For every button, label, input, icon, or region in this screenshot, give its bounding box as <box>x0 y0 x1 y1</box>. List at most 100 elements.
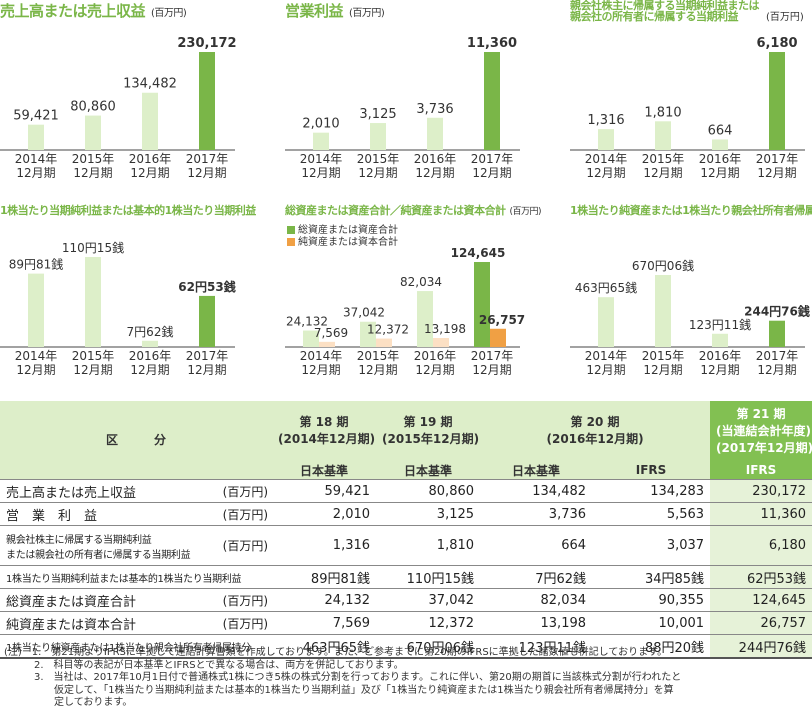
tick-label: 2014年 <box>300 152 343 166</box>
row-unit: (百万円) <box>196 502 273 526</box>
table-cell: 11,360 <box>710 502 812 526</box>
bar <box>417 291 433 347</box>
tick-label: 2014年 <box>300 349 343 363</box>
bar <box>360 321 376 347</box>
chart-title: 営業利益 (百万円) <box>285 2 385 20</box>
header-standard: 日本基準 <box>376 461 481 480</box>
data-label: 123円11銭 <box>689 317 751 332</box>
bar <box>490 328 506 347</box>
bar <box>376 338 392 347</box>
tick-label: 2015年 <box>357 152 400 166</box>
bar <box>474 262 490 347</box>
chart-legend: 総資産または資産合計 純資産または資本合計 <box>287 225 398 249</box>
table-cell: 110円15銭 <box>376 565 481 589</box>
row-label: 営 業 利 益 <box>0 502 196 526</box>
tick-label: 2014年 <box>15 349 58 363</box>
chart-svg: 1,3162014年12月期1,8102015年12月期6642016年12月期… <box>570 36 805 180</box>
bar <box>484 52 500 150</box>
tick-label: 2016年 <box>699 349 742 363</box>
footnote-line: 2. 科目等の表記が日本基準とIFRSとで異なる場合は、両方を併記しております。 <box>4 659 404 671</box>
header-standard: 日本基準 <box>480 461 593 480</box>
tick-label: 2015年 <box>357 349 400 363</box>
data-label: 670円06銭 <box>632 258 694 273</box>
tick-label: 2017年 <box>471 349 514 363</box>
chart-title: 1株当たり純資産または1株当たり親会社所有者帰属持分 <box>570 204 812 217</box>
tick-label: 12月期 <box>73 166 112 180</box>
tick-label: 12月期 <box>757 166 796 180</box>
row-label: 売上高または売上収益 <box>0 479 196 503</box>
bar <box>319 341 335 347</box>
bar <box>655 121 671 150</box>
tick-label: 12月期 <box>130 363 169 377</box>
data-label: 1,810 <box>644 105 681 120</box>
bar <box>303 330 319 347</box>
tick-label: 2017年 <box>756 349 799 363</box>
data-label: 124,645 <box>451 246 506 260</box>
tick-label: 12月期 <box>586 166 625 180</box>
header-standard: IFRS <box>710 461 812 480</box>
bar <box>370 123 386 150</box>
header-standard: IFRS <box>592 461 711 480</box>
chart-net-income: 親会社株主に帰属する当期純利益または 親会社の所有者に帰属する当期利益 (百万円… <box>570 0 812 190</box>
chart-svg: 2,0102014年12月期3,1252015年12月期3,7362016年12… <box>285 36 520 180</box>
table-cell: 59,421 <box>272 479 377 503</box>
data-label: 2,010 <box>302 117 339 132</box>
tick-label: 2014年 <box>15 152 58 166</box>
table-cell: 1,810 <box>376 525 481 566</box>
tick-label: 12月期 <box>586 363 625 377</box>
table-row: 1株当たり当期純利益または基本的1株当たり当期利益 89円81銭 110円15銭 7円… <box>0 565 812 589</box>
row-unit: (百万円) <box>196 525 273 566</box>
data-label: 463円65銭 <box>575 280 637 295</box>
tick-label: 12月期 <box>358 166 397 180</box>
tick-label: 12月期 <box>415 363 454 377</box>
table-cell: 90,355 <box>592 588 711 612</box>
data-label: 110円15銭 <box>62 240 124 255</box>
row-label: 純資産または資本合計 <box>0 611 196 635</box>
header-period-19: 第 19 期 (2015年12月期) <box>376 401 481 461</box>
tick-label: 12月期 <box>187 363 226 377</box>
tick-label: 12月期 <box>130 166 169 180</box>
tick-label: 2017年 <box>471 152 514 166</box>
tick-label: 12月期 <box>16 166 55 180</box>
data-label: 59,421 <box>13 109 59 124</box>
table-cell: 230,172 <box>710 479 812 503</box>
tick-label: 12月期 <box>73 363 112 377</box>
tick-label: 2015年 <box>642 349 685 363</box>
chart-svg: 59,4212014年12月期80,8602015年12月期134,482201… <box>0 36 237 180</box>
data-label: 89円81銭 <box>9 257 64 272</box>
data-label: 12,372 <box>367 323 409 337</box>
tick-label: 12月期 <box>358 363 397 377</box>
bar <box>712 139 728 150</box>
table-cell: 13,198 <box>480 611 593 635</box>
data-label: 7円62銭 <box>127 324 174 339</box>
header-period-20: 第 20 期 (2016年12月期) <box>480 401 711 461</box>
row-unit: (百万円) <box>196 588 273 612</box>
chart-unit: (百万円) <box>766 12 804 23</box>
footnote-line: 3. 当社は、2017年10月1日付で普通株式1株につき5株の株式分割を行ってお… <box>4 672 682 683</box>
table-cell: 134,482 <box>480 479 593 503</box>
table-cell: 24,132 <box>272 588 377 612</box>
tick-label: 12月期 <box>700 166 739 180</box>
table-cell: 7,569 <box>272 611 377 635</box>
row-label: 総資産または資産合計 <box>0 588 196 612</box>
tick-label: 12月期 <box>757 363 796 377</box>
table-cell: 89円81銭 <box>272 565 377 589</box>
bar <box>712 333 728 347</box>
header-period-21: 第 21 期 (当連結会計年度) (2017年12月期) <box>710 401 812 461</box>
tick-label: 2015年 <box>642 152 685 166</box>
legend-item-total-assets: 総資産または資産合計 <box>287 225 398 237</box>
table-cell: 62円53銭 <box>710 565 812 589</box>
footnotes: (注) 1. 第21期よりIFRSに準拠して連結計算書類を作成しております。また… <box>4 647 681 710</box>
legend-item-net-assets: 純資産または資本合計 <box>287 237 398 249</box>
data-label: 3,125 <box>359 107 396 122</box>
row-label: 1株当たり当期純利益または基本的1株当たり当期利益 <box>0 565 273 589</box>
data-label: 37,042 <box>343 306 385 320</box>
bar <box>28 273 44 347</box>
tick-label: 12月期 <box>16 363 55 377</box>
tick-label: 12月期 <box>643 166 682 180</box>
bar <box>199 295 215 347</box>
tick-label: 2016年 <box>129 349 172 363</box>
tick-label: 12月期 <box>472 363 511 377</box>
table-cell: 7円62銭 <box>480 565 593 589</box>
bar <box>85 257 101 347</box>
